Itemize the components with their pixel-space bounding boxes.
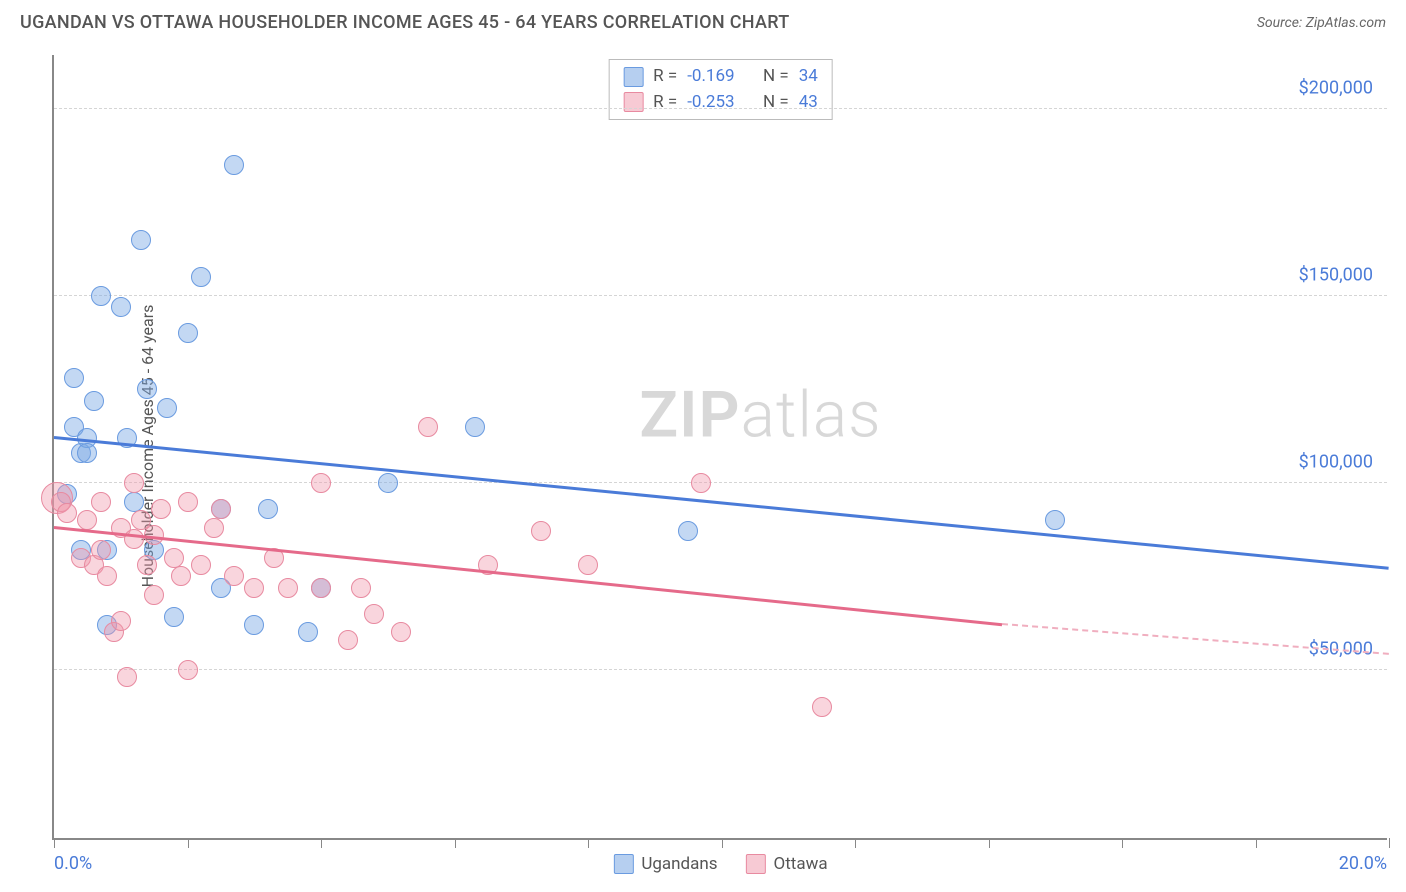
x-tick — [1389, 838, 1390, 848]
data-point — [338, 630, 358, 650]
x-tick — [455, 838, 456, 848]
data-point — [151, 499, 171, 519]
data-point — [678, 521, 698, 541]
data-point — [531, 521, 551, 541]
data-point — [57, 503, 77, 523]
data-point — [137, 379, 157, 399]
source-attribution: Source: ZipAtlas.com — [1257, 15, 1386, 31]
watermark: ZIPatlas — [639, 378, 881, 453]
data-point — [244, 578, 264, 598]
swatch-icon — [623, 67, 643, 87]
data-point — [117, 667, 137, 687]
trendline — [54, 436, 1389, 569]
x-tick — [855, 838, 856, 848]
x-tick — [1256, 838, 1257, 848]
data-point — [465, 417, 485, 437]
data-point — [77, 510, 97, 530]
x-tick — [54, 838, 55, 848]
data-point — [164, 607, 184, 627]
x-tick — [188, 838, 189, 848]
trendline — [54, 526, 1002, 626]
data-point — [191, 555, 211, 575]
data-point — [178, 492, 198, 512]
data-point — [244, 615, 264, 635]
gridline — [54, 295, 1387, 296]
data-point — [91, 540, 111, 560]
chart-header: UGANDAN VS OTTAWA HOUSEHOLDER INCOME AGE… — [0, 0, 1406, 39]
x-axis-max-label: 20.0% — [1339, 853, 1387, 874]
data-point — [137, 555, 157, 575]
x-tick — [722, 838, 723, 848]
data-point — [364, 604, 384, 624]
stats-row-ugandans: R = -0.169 N = 34 — [623, 64, 818, 90]
chart-title: UGANDAN VS OTTAWA HOUSEHOLDER INCOME AGE… — [20, 12, 790, 33]
data-point — [144, 585, 164, 605]
swatch-icon — [613, 854, 633, 874]
data-point — [351, 578, 371, 598]
y-tick-label: $100,000 — [1299, 451, 1373, 472]
data-point — [224, 566, 244, 586]
data-point — [111, 611, 131, 631]
data-point — [278, 578, 298, 598]
data-point — [124, 473, 144, 493]
data-point — [157, 398, 177, 418]
data-point — [191, 267, 211, 287]
legend-item-ottawa: Ottawa — [746, 854, 828, 874]
data-point — [84, 391, 104, 411]
data-point — [311, 578, 331, 598]
data-point — [64, 368, 84, 388]
stats-row-ottawa: R = -0.253 N = 43 — [623, 90, 818, 116]
data-point — [391, 622, 411, 642]
data-point — [111, 297, 131, 317]
data-point — [211, 499, 231, 519]
data-point — [178, 660, 198, 680]
data-point — [812, 697, 832, 717]
data-point — [171, 566, 191, 586]
y-tick-label: $200,000 — [1299, 78, 1373, 99]
data-point — [97, 566, 117, 586]
data-point — [164, 548, 184, 568]
x-tick — [321, 838, 322, 848]
data-point — [91, 492, 111, 512]
y-tick-label: $150,000 — [1299, 264, 1373, 285]
data-point — [258, 499, 278, 519]
legend: Ugandans Ottawa — [613, 854, 827, 874]
data-point — [418, 417, 438, 437]
data-point — [298, 622, 318, 642]
swatch-icon — [746, 854, 766, 874]
data-point — [311, 473, 331, 493]
legend-item-ugandans: Ugandans — [613, 854, 717, 874]
data-point — [224, 155, 244, 175]
data-point — [77, 443, 97, 463]
data-point — [204, 518, 224, 538]
data-point — [131, 230, 151, 250]
gridline — [54, 669, 1387, 670]
data-point — [691, 473, 711, 493]
data-point — [178, 323, 198, 343]
scatter-chart-area: ZIPatlas R = -0.169 N = 34 R = -0.253 N … — [52, 55, 1387, 840]
swatch-icon — [623, 92, 643, 112]
gridline — [54, 482, 1387, 483]
data-point — [124, 529, 144, 549]
x-tick — [1122, 838, 1123, 848]
data-point — [91, 286, 111, 306]
x-tick — [989, 838, 990, 848]
correlation-stats-box: R = -0.169 N = 34 R = -0.253 N = 43 — [608, 59, 833, 120]
x-tick — [588, 838, 589, 848]
x-axis-min-label: 0.0% — [54, 853, 92, 874]
data-point — [378, 473, 398, 493]
data-point — [124, 492, 144, 512]
data-point — [1045, 510, 1065, 530]
data-point — [578, 555, 598, 575]
gridline — [54, 108, 1387, 109]
